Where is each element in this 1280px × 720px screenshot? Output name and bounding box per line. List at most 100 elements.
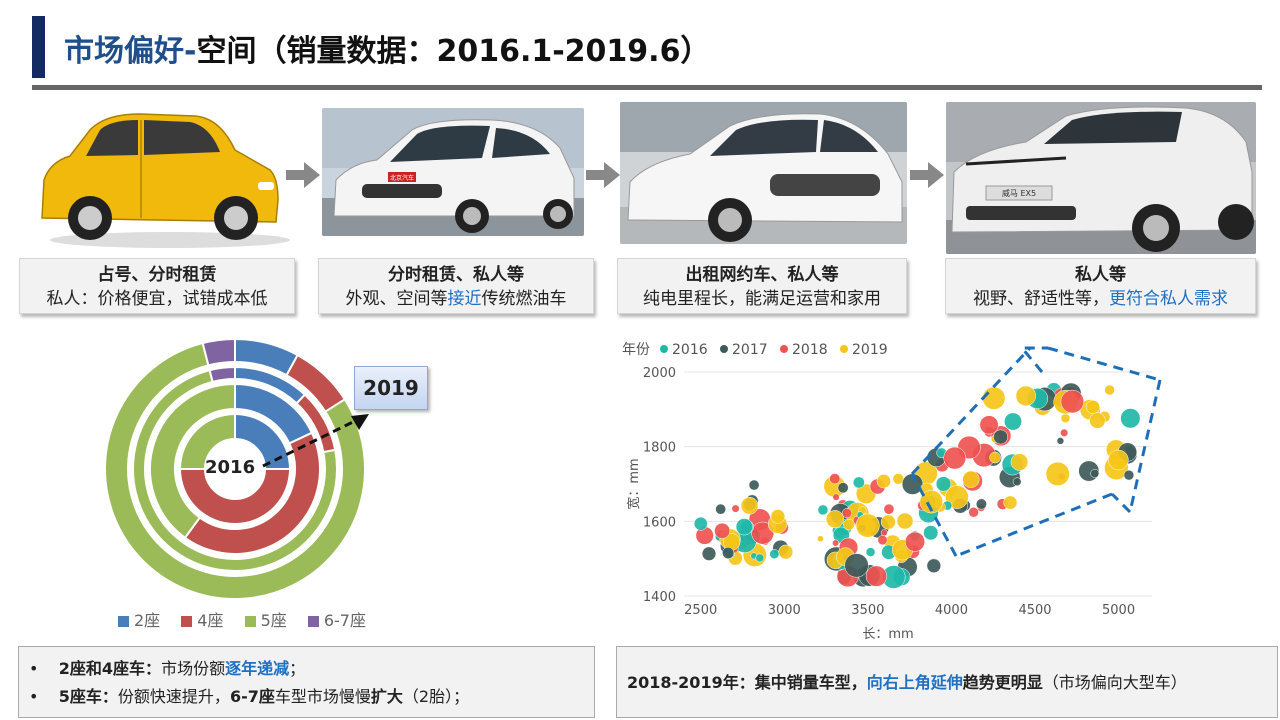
scatter-point-2016 bbox=[865, 547, 876, 557]
scatter-point-2017 bbox=[926, 558, 942, 573]
scatter-point-2019 bbox=[778, 544, 794, 560]
scatter-point-2018 bbox=[1060, 389, 1085, 414]
scatter-point-2019 bbox=[770, 509, 786, 524]
donut-slice-2017-5seat bbox=[149, 382, 236, 540]
scatter-point-2019 bbox=[1085, 400, 1100, 414]
scatter-point-2019 bbox=[989, 451, 1001, 464]
size-scatter-chart: 年份 2016 2017 2018 2019 1400 1600 1800 2000 2500 30… bbox=[612, 336, 1172, 642]
scatter-point-2017 bbox=[837, 482, 849, 494]
donut-slice-2018-67seat bbox=[208, 365, 236, 384]
scatter-ytick: 1800 bbox=[643, 441, 676, 456]
legend-item-67seat: 6-7座 bbox=[307, 611, 366, 630]
scatter-point-2019 bbox=[1104, 384, 1115, 396]
car4-plate-text: 威马 EX5 bbox=[1002, 188, 1036, 198]
scatter-point-2017 bbox=[1056, 437, 1065, 445]
caption-2-text-end: 传统燃油车 bbox=[481, 289, 567, 309]
scatter-xtick: 2500 bbox=[684, 603, 717, 618]
scatter-point-2017 bbox=[1090, 468, 1100, 478]
scatter-point-2016 bbox=[735, 518, 753, 536]
scatter-point-2017 bbox=[1123, 469, 1135, 481]
scatter-point-2016 bbox=[852, 476, 865, 489]
scatter-point-2018 bbox=[731, 504, 740, 513]
scatter-point-2019 bbox=[843, 518, 855, 531]
scatter-point-2018 bbox=[714, 522, 731, 539]
scatter-point-2018 bbox=[865, 565, 887, 587]
scatter-legend-2018: 2018 bbox=[792, 342, 828, 358]
scatter-point-2019 bbox=[817, 535, 824, 543]
scatter-xtick: 4500 bbox=[1018, 603, 1051, 618]
car-image-white-hatchback: 北京汽车 bbox=[322, 108, 584, 236]
caption-car-1: 占号、分时租赁 私人：价格便宜，试错成本低 bbox=[19, 258, 295, 314]
donut-slice-2019-67seat bbox=[201, 337, 236, 367]
scatter-point-2019 bbox=[825, 510, 844, 529]
seat-share-donut-chart bbox=[100, 334, 370, 604]
legend-item-5seat: 5座 bbox=[244, 611, 287, 630]
scatter-point-2018 bbox=[829, 473, 841, 485]
scatter-legend-2016: 2016 bbox=[672, 342, 708, 358]
scatter-point-2016 bbox=[693, 516, 708, 531]
car-image-white-sedan bbox=[620, 102, 907, 244]
scatter-legend-title: 年份 bbox=[622, 342, 650, 358]
scatter-point-2019 bbox=[1060, 413, 1071, 424]
scatter-point-2019 bbox=[1089, 412, 1106, 429]
note-left-line-2: • 5座车：份额快速提升，6-7座车型市场慢慢扩大（2胎）； bbox=[29, 687, 470, 706]
scatter-ytick: 1400 bbox=[643, 590, 676, 605]
trend-arrow-dashed bbox=[910, 346, 1162, 558]
scatter-point-2018 bbox=[979, 415, 999, 435]
scatter-xtick: 3500 bbox=[851, 603, 884, 618]
caption-2-text: 外观、空间等 bbox=[345, 289, 448, 309]
label-2019: 2019 bbox=[354, 366, 428, 410]
scatter-ytick: 1600 bbox=[643, 515, 676, 530]
caption-4-text: 视野、舒适性等， bbox=[973, 289, 1109, 309]
scatter-legend-dot-2017 bbox=[720, 345, 728, 353]
caption-car-2: 分时租赁、私人等 外观、空间等接近传统燃油车 bbox=[318, 258, 594, 314]
scatter-point-2019 bbox=[740, 497, 759, 515]
scatter-point-2018 bbox=[883, 503, 895, 515]
scatter-point-2018 bbox=[841, 508, 852, 519]
scatter-point-2018 bbox=[905, 531, 925, 552]
scatter-point-2016 bbox=[769, 549, 780, 559]
scatter-point-2019 bbox=[876, 474, 891, 489]
scatter-point-2017 bbox=[844, 553, 869, 578]
donut-slice-2016-5seat bbox=[178, 412, 236, 470]
scatter-point-2019 bbox=[919, 490, 943, 514]
scatter-point-2019 bbox=[982, 386, 1006, 410]
car2-plate bbox=[388, 172, 416, 182]
note-right-text: （市场偏向大型车） bbox=[1042, 673, 1187, 692]
scatter-point-2016 bbox=[1120, 408, 1141, 429]
donut-slice-2019-5seat bbox=[104, 341, 366, 600]
caption-2-head: 分时租赁、私人等 bbox=[388, 265, 524, 285]
scatter-point-2018 bbox=[832, 493, 840, 501]
scatter-xlabel: 长：mm bbox=[862, 627, 913, 640]
car2-plate-text: 北京汽车 bbox=[390, 174, 414, 182]
donut-legend: 2座 4座 5座 6-7座 bbox=[118, 607, 382, 631]
caption-1-head: 占号、分时租赁 bbox=[97, 265, 217, 285]
note-right-highlight: 向右上角延伸 bbox=[866, 673, 963, 692]
note-right-bold: 2018-2019年：集中销量车型， bbox=[627, 673, 867, 692]
arrow-right-icon bbox=[586, 162, 620, 188]
scatter-xtick: 5000 bbox=[1102, 603, 1135, 618]
scatter-point-2017 bbox=[722, 546, 735, 560]
caption-4-head: 私人等 bbox=[1075, 265, 1126, 285]
caption-4-highlight: 更符合私人需求 bbox=[1109, 289, 1228, 309]
scatter-point-2017 bbox=[715, 503, 727, 515]
title-divider bbox=[32, 85, 1262, 90]
title-part2: 空间（销量数据：2016.1-2019.6） bbox=[196, 34, 711, 69]
scatter-point-2018 bbox=[1060, 428, 1069, 437]
scatter-point-2017 bbox=[1012, 477, 1022, 487]
label-2016: 2016 bbox=[205, 457, 256, 478]
scatter-point-2018 bbox=[880, 529, 888, 537]
note-left-line-1: • 2座和4座车：市场份额逐年递减； bbox=[29, 659, 306, 678]
caption-3-text: 纯电里程长，能满足运营和家用 bbox=[643, 289, 881, 309]
scatter-point-2017 bbox=[748, 479, 760, 491]
donut-slice-2017-4seat bbox=[183, 431, 321, 555]
scatter-point-2018 bbox=[968, 507, 979, 518]
scatter-legend-dot-2016 bbox=[660, 345, 668, 353]
page-title: 市场偏好-空间（销量数据：2016.1-2019.6） bbox=[64, 26, 710, 70]
scatter-ytick: 2000 bbox=[643, 366, 676, 381]
caption-1-text: 私人：价格便宜，试错成本低 bbox=[46, 289, 268, 309]
caption-3-head: 出租网约车、私人等 bbox=[685, 265, 839, 285]
scatter-point-2016 bbox=[935, 476, 952, 492]
scatter-point-2019 bbox=[1045, 461, 1070, 486]
car-image-white-suv: 威马 EX5 bbox=[946, 102, 1256, 254]
